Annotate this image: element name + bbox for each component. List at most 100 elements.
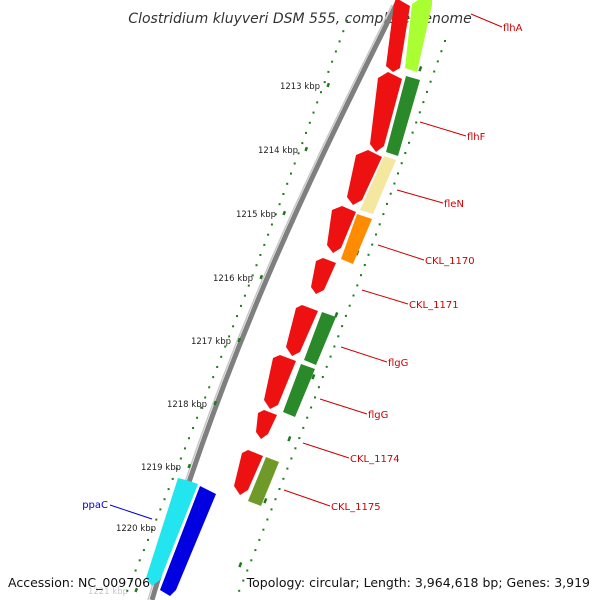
ruler-dot (270, 508, 273, 511)
gene-red-2[interactable] (347, 150, 382, 205)
ruler-dot (274, 213, 277, 216)
ruler-tick-label: 1217 kbp (191, 337, 231, 347)
gene-lightgreen-1[interactable] (405, 0, 432, 72)
ruler-dot (325, 365, 328, 368)
gene-green-flgG-2[interactable] (283, 364, 315, 417)
ruler-dot (220, 355, 223, 358)
ruler-dot (290, 172, 292, 175)
gene-olive-CKL_1175[interactable] (248, 457, 279, 506)
gene-label[interactable]: CKL_1174 (350, 454, 400, 465)
ruler-tick-label: 1218 kbp (167, 400, 207, 410)
gene-label[interactable]: CKL_1175 (331, 502, 381, 513)
gene-green-flgG-1[interactable] (304, 312, 336, 365)
gene-label-leader (340, 346, 388, 363)
ruler-tick-label: 1220 kbp (116, 524, 156, 534)
ruler-dot (216, 366, 219, 368)
gene-red-7[interactable] (256, 410, 277, 439)
ruler-dot (251, 274, 254, 277)
ruler-dot (404, 152, 407, 154)
ruler-dot (200, 406, 203, 409)
ruler-dot (179, 457, 182, 460)
ruler-dot (262, 528, 265, 531)
ruler-dot (175, 467, 178, 470)
ruler-dot (327, 70, 330, 73)
gene-label[interactable]: CKL_1171 (409, 300, 459, 311)
ruler-dot (312, 111, 315, 114)
genome-summary-text: Topology: circular; Length: 3,964,618 bp… (246, 575, 590, 590)
ruler-dot (301, 142, 304, 145)
gene-label-leader (319, 398, 368, 415)
ruler-tick-mark (311, 374, 316, 380)
gene-red-8[interactable] (234, 450, 263, 495)
ruler-dot (400, 162, 403, 165)
ruler-dot (184, 447, 186, 450)
gene-label-leader (377, 244, 425, 261)
ruler-tick-mark (304, 146, 309, 152)
ruler-dot (334, 50, 337, 53)
gene-flhA-top[interactable] (386, 0, 410, 72)
ruler-dot (282, 477, 285, 480)
gene-orange-CKL_1170[interactable] (341, 214, 372, 264)
ruler-tick-mark (134, 587, 139, 593)
ruler-dot (163, 498, 166, 501)
ruler-ticks: 1213 kbp 1214 kbp 1215 kbp 1216 kbp 1217 kbp… (88, 66, 423, 597)
ruler-tick-mark (238, 562, 243, 568)
gene-label-leader (470, 13, 503, 28)
gene-green-flhF[interactable] (386, 76, 420, 156)
gene-red-4[interactable] (311, 258, 336, 294)
ruler-tick-label: 1213 kbp (280, 82, 320, 92)
ruler-dot (341, 325, 344, 328)
ruler-dot (440, 50, 443, 53)
ruler-dot (258, 538, 261, 541)
ruler-dot (126, 589, 129, 592)
ruler-dot (305, 131, 307, 134)
ruler-dot (250, 559, 253, 562)
ruler-dot (188, 437, 190, 440)
gene-label[interactable]: flhF (467, 132, 486, 143)
ruler-dot (337, 335, 340, 338)
ruler-dot (333, 345, 336, 348)
gene-label-leader (302, 442, 350, 459)
ruler-tick-mark (287, 436, 292, 442)
ruler-dot (243, 294, 246, 297)
ruler-tick-mark (259, 274, 264, 280)
gene-label[interactable]: flgG (368, 410, 388, 421)
gene-red-5[interactable] (286, 305, 318, 356)
ruler-dot (242, 579, 245, 582)
ruler-tick-label: 1219 kbp (141, 463, 181, 473)
gene-blue[interactable] (160, 486, 216, 596)
ruler-dot (238, 589, 241, 592)
ruler-dot (363, 264, 366, 266)
ruler-dot (297, 152, 300, 155)
gene-label-leader (419, 121, 467, 137)
ruler-dot (286, 182, 289, 185)
gene-label-leader (361, 289, 409, 305)
ruler-dot (259, 254, 262, 256)
gene-label[interactable]: fleN (444, 199, 464, 210)
ruler-dot (204, 396, 207, 399)
gene-red-3[interactable] (327, 206, 356, 253)
ruler-dot (317, 386, 320, 389)
ruler-dot (418, 111, 421, 114)
ruler-tick-mark (282, 210, 287, 216)
gene-label[interactable]: flgG (388, 358, 408, 369)
gene-red-1[interactable] (370, 72, 402, 152)
ruler-dot (426, 90, 428, 93)
gene-label[interactable]: ppaC (82, 500, 108, 511)
ruler-tick-mark (187, 463, 192, 469)
ruler-tick-mark (263, 498, 268, 504)
ruler-dot (270, 223, 273, 226)
ruler-dot (378, 223, 381, 226)
ruler-dot (236, 315, 238, 318)
gene-label[interactable]: flhA (503, 23, 523, 34)
gene-cyan-ppaC[interactable] (146, 478, 198, 586)
gene-label[interactable]: CKL_1170 (425, 256, 475, 267)
gene-yellow-fleN[interactable] (360, 156, 396, 214)
ruler-dot (246, 569, 249, 572)
ruler-dot (382, 213, 385, 216)
ruler-dot (293, 162, 296, 165)
ruler-dot (360, 274, 362, 277)
gene-label-leader (283, 489, 331, 507)
gene-red-6[interactable] (264, 355, 296, 409)
